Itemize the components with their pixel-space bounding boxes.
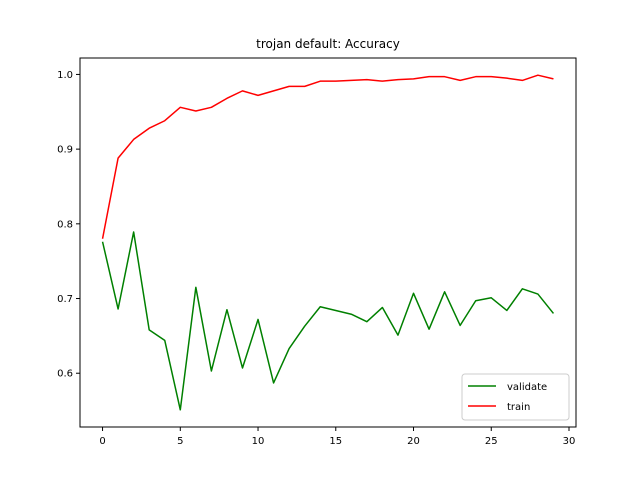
x-tick-label: 5 xyxy=(177,436,183,447)
x-tick-label: 10 xyxy=(252,436,265,447)
chart-title: trojan default: Accuracy xyxy=(256,37,400,51)
x-tick-label: 20 xyxy=(407,436,420,447)
y-tick-label: 1.0 xyxy=(57,70,73,81)
legend: validate train xyxy=(461,373,570,421)
y-tick-label: 0.9 xyxy=(57,145,73,156)
y-tick-label: 0.8 xyxy=(57,219,73,230)
legend-box xyxy=(461,373,570,421)
plot-area: 0 5 10 15 20 25 30 0.6 0.7 0.8 0.9 1.0 xyxy=(57,70,575,447)
x-tick-label: 15 xyxy=(329,436,342,447)
y-tick-label: 0.7 xyxy=(57,294,73,305)
series-line-train xyxy=(101,74,554,239)
x-tick-label: 25 xyxy=(485,436,498,447)
y-tick-label: 0.6 xyxy=(57,369,73,380)
x-tick-label: 30 xyxy=(563,436,576,447)
x-tick-label: 0 xyxy=(99,436,105,447)
series-line-validate xyxy=(101,231,555,411)
legend-label-validate: validate xyxy=(507,382,547,393)
legend-label-train: train xyxy=(507,402,530,413)
axes-frame xyxy=(79,57,577,428)
